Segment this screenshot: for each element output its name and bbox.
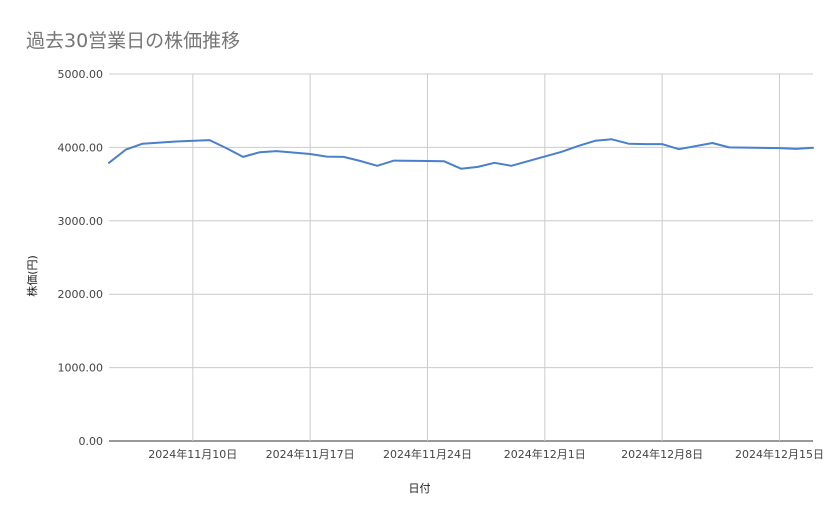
- data-point: [225, 147, 227, 149]
- data-point: [628, 143, 630, 145]
- x-tick-label: 2024年11月10日: [148, 447, 237, 461]
- data-point: [443, 160, 445, 162]
- data-point: [510, 165, 512, 167]
- data-point: [728, 146, 730, 148]
- x-tick-label: 2024年11月17日: [266, 447, 355, 461]
- data-point: [577, 145, 579, 147]
- x-tick-label: 2024年12月15日: [735, 447, 824, 461]
- x-tick-label: 2024年11月24日: [383, 447, 472, 461]
- x-tick-label: 2024年12月8日: [621, 447, 703, 461]
- data-point: [276, 150, 278, 152]
- data-point: [359, 160, 361, 162]
- data-point: [594, 140, 596, 142]
- data-point: [460, 168, 462, 170]
- data-point: [494, 162, 496, 164]
- data-point: [309, 153, 311, 155]
- y-tick-label: 5000.00: [58, 68, 104, 81]
- data-point: [477, 166, 479, 168]
- data-point: [259, 151, 261, 153]
- data-point: [678, 148, 680, 150]
- data-point: [426, 160, 428, 162]
- data-point: [661, 143, 663, 145]
- data-point: [376, 165, 378, 167]
- data-point: [393, 160, 395, 162]
- y-tick-label: 4000.00: [58, 141, 104, 154]
- data-point: [175, 141, 177, 143]
- data-point: [778, 147, 780, 149]
- x-axis-label: 日付: [408, 482, 431, 495]
- data-point: [812, 147, 814, 149]
- data-point: [108, 162, 110, 164]
- data-point: [561, 151, 563, 153]
- y-tick-label: 0.00: [79, 435, 104, 448]
- data-point: [125, 149, 127, 151]
- series-line: [108, 138, 814, 170]
- y-tick-label: 1000.00: [58, 362, 104, 375]
- data-point: [209, 139, 211, 141]
- chart-title: 過去30営業日の株価推移: [26, 30, 241, 52]
- y-tick-label: 3000.00: [58, 215, 104, 228]
- data-point: [644, 143, 646, 145]
- data-point: [326, 156, 328, 158]
- x-tick-label: 2024年12月1日: [504, 447, 586, 461]
- data-point: [711, 142, 713, 144]
- data-point: [795, 148, 797, 150]
- data-point: [142, 143, 144, 145]
- data-point: [242, 156, 244, 158]
- data-point: [611, 138, 613, 140]
- y-tick-label: 2000.00: [58, 288, 104, 301]
- data-point: [343, 156, 345, 158]
